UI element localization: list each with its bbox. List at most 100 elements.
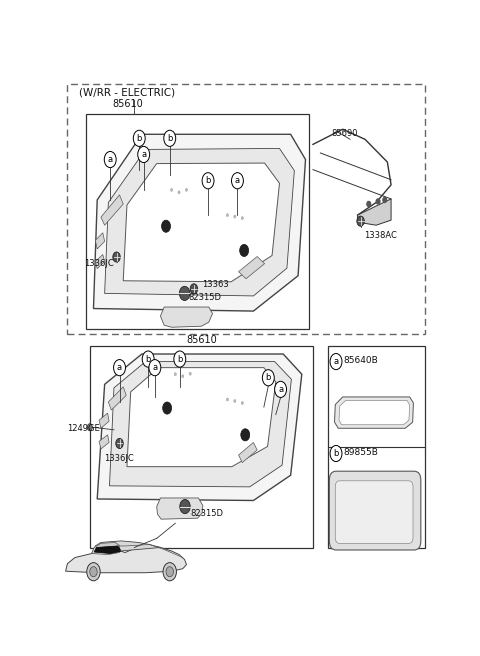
Circle shape xyxy=(189,372,192,375)
Circle shape xyxy=(234,400,236,403)
Circle shape xyxy=(226,214,228,216)
Text: 85610: 85610 xyxy=(112,99,143,109)
FancyBboxPatch shape xyxy=(335,481,413,543)
FancyBboxPatch shape xyxy=(86,114,309,329)
Text: a: a xyxy=(235,176,240,185)
Polygon shape xyxy=(99,413,109,428)
Polygon shape xyxy=(127,367,276,466)
Circle shape xyxy=(87,424,92,431)
Text: b: b xyxy=(177,354,182,363)
FancyBboxPatch shape xyxy=(67,84,424,334)
Text: b: b xyxy=(136,134,142,143)
Polygon shape xyxy=(96,255,105,269)
Polygon shape xyxy=(239,256,264,279)
Polygon shape xyxy=(96,233,105,249)
Polygon shape xyxy=(92,541,160,554)
Text: 85610: 85610 xyxy=(186,335,217,345)
Text: 82315D: 82315D xyxy=(188,293,221,302)
Circle shape xyxy=(87,563,100,581)
Text: b: b xyxy=(265,373,271,382)
Circle shape xyxy=(240,245,249,256)
Circle shape xyxy=(383,197,386,203)
Circle shape xyxy=(241,216,243,220)
Text: b: b xyxy=(167,134,172,143)
Circle shape xyxy=(113,252,120,262)
Polygon shape xyxy=(105,148,294,296)
FancyBboxPatch shape xyxy=(329,471,421,550)
Text: 13363: 13363 xyxy=(202,280,229,289)
Circle shape xyxy=(116,438,123,449)
Text: 89855B: 89855B xyxy=(344,447,378,457)
Circle shape xyxy=(241,401,243,405)
Text: 85690: 85690 xyxy=(332,129,358,138)
Text: a: a xyxy=(141,150,146,159)
Text: b: b xyxy=(145,354,151,363)
Text: a: a xyxy=(108,155,113,164)
Text: 82315D: 82315D xyxy=(190,509,223,518)
Text: a: a xyxy=(278,385,283,394)
Text: 1336JC: 1336JC xyxy=(104,453,133,462)
Circle shape xyxy=(275,381,287,398)
Circle shape xyxy=(263,370,274,386)
Circle shape xyxy=(174,373,177,376)
Polygon shape xyxy=(101,195,123,225)
Circle shape xyxy=(180,286,190,300)
Text: 85640B: 85640B xyxy=(344,356,378,365)
Polygon shape xyxy=(339,400,410,424)
Circle shape xyxy=(330,354,342,370)
Circle shape xyxy=(163,563,177,581)
Text: 1336JC: 1336JC xyxy=(84,258,114,268)
Circle shape xyxy=(162,220,170,232)
Circle shape xyxy=(178,191,180,194)
Polygon shape xyxy=(66,546,186,573)
Circle shape xyxy=(185,188,188,192)
Circle shape xyxy=(357,216,364,226)
Circle shape xyxy=(234,215,236,218)
Circle shape xyxy=(180,499,190,514)
Polygon shape xyxy=(358,199,391,225)
Polygon shape xyxy=(239,442,257,462)
Circle shape xyxy=(376,199,380,204)
Circle shape xyxy=(174,351,186,367)
Circle shape xyxy=(163,402,172,414)
Circle shape xyxy=(231,173,243,189)
Polygon shape xyxy=(123,163,279,282)
Text: 1249GE: 1249GE xyxy=(67,424,100,433)
Polygon shape xyxy=(108,387,126,410)
Circle shape xyxy=(241,429,250,441)
Polygon shape xyxy=(97,354,302,501)
Circle shape xyxy=(226,398,228,401)
Circle shape xyxy=(367,201,371,207)
Circle shape xyxy=(190,284,198,294)
Circle shape xyxy=(142,351,154,367)
Text: a: a xyxy=(152,363,157,372)
Circle shape xyxy=(133,131,145,146)
Circle shape xyxy=(104,152,116,168)
Polygon shape xyxy=(109,361,291,487)
Circle shape xyxy=(202,173,214,189)
Circle shape xyxy=(138,146,150,163)
Polygon shape xyxy=(335,397,413,428)
Polygon shape xyxy=(94,134,305,311)
Circle shape xyxy=(114,359,125,376)
Text: b: b xyxy=(333,449,339,458)
FancyBboxPatch shape xyxy=(90,346,313,548)
Polygon shape xyxy=(92,543,120,554)
Text: a: a xyxy=(334,357,338,366)
Polygon shape xyxy=(156,498,203,519)
Circle shape xyxy=(164,131,176,146)
Text: 1338AC: 1338AC xyxy=(364,232,397,240)
Circle shape xyxy=(149,359,161,376)
FancyBboxPatch shape xyxy=(328,346,424,548)
Circle shape xyxy=(330,445,342,462)
Text: a: a xyxy=(117,363,122,372)
Polygon shape xyxy=(99,435,109,449)
Polygon shape xyxy=(94,546,120,554)
Circle shape xyxy=(181,375,184,378)
Text: b: b xyxy=(205,176,211,185)
Text: (W/RR - ELECTRIC): (W/RR - ELECTRIC) xyxy=(79,88,175,98)
Circle shape xyxy=(170,188,173,192)
Circle shape xyxy=(90,567,97,577)
Circle shape xyxy=(166,567,173,577)
Polygon shape xyxy=(160,307,213,327)
